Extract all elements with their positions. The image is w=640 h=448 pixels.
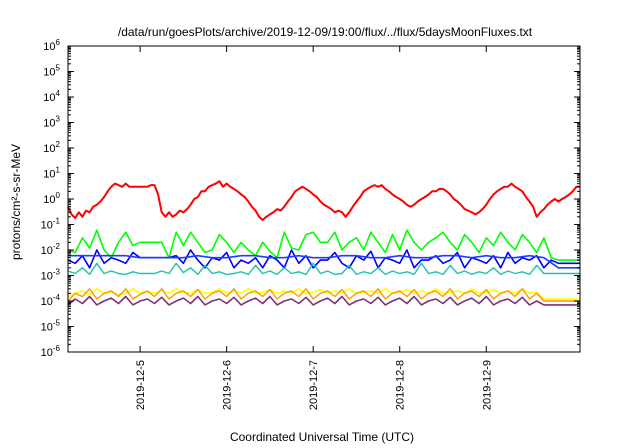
plot-frame: [67, 45, 581, 353]
x-tick-label: 2019-12-6: [222, 360, 234, 410]
y-tick-label: 10-4: [41, 293, 61, 308]
y-tick-label: 104: [43, 89, 60, 104]
series-line-4: [68, 254, 580, 269]
y-tick-label: 105: [43, 64, 60, 79]
x-tick-label: 2019-12-7: [308, 360, 320, 410]
x-tick-label: 2019-12-5: [135, 360, 147, 410]
x-tick-label: 2019-12-8: [395, 360, 407, 410]
y-axis: 10-6 10-5 10-4 10-3 10-2 10-1 100 101 102 103 104 1…: [41, 38, 580, 359]
y-tick-label: 10-1: [41, 217, 61, 232]
series-line-1: [67, 180, 580, 221]
y-tick-label: 106: [43, 38, 60, 53]
y-tick-label: 102: [43, 140, 60, 155]
series-layer: [67, 180, 580, 306]
y-tick-label: 10-6: [41, 344, 61, 359]
y-axis-label: protons/cm²-s-sr-MeV: [9, 144, 23, 260]
y-tick-label: 101: [43, 166, 60, 181]
y-tick-label: 10-2: [41, 242, 61, 257]
chart-title: /data/run/goesPlots/archive/2019-12-09/1…: [118, 25, 533, 39]
x-tick-label: 2019-12-9: [481, 360, 493, 410]
y-tick-label: 103: [43, 115, 60, 130]
series-line-5: [67, 262, 580, 276]
series-line-8: [67, 295, 580, 306]
y-tick-label: 10-5: [41, 319, 61, 334]
x-axis-label: Coordinated Universal Time (UTC): [230, 430, 414, 444]
series-line-7: [67, 288, 580, 302]
y-tick-label: 100: [43, 191, 60, 206]
series-line-3: [67, 249, 580, 269]
series-line-2: [67, 229, 580, 261]
x-axis: 2019-12-5 2019-12-6 2019-12-7 2019-12-8 2019…: [135, 46, 493, 410]
series-line-6: [67, 287, 580, 300]
y-tick-label: 10-3: [41, 268, 61, 283]
